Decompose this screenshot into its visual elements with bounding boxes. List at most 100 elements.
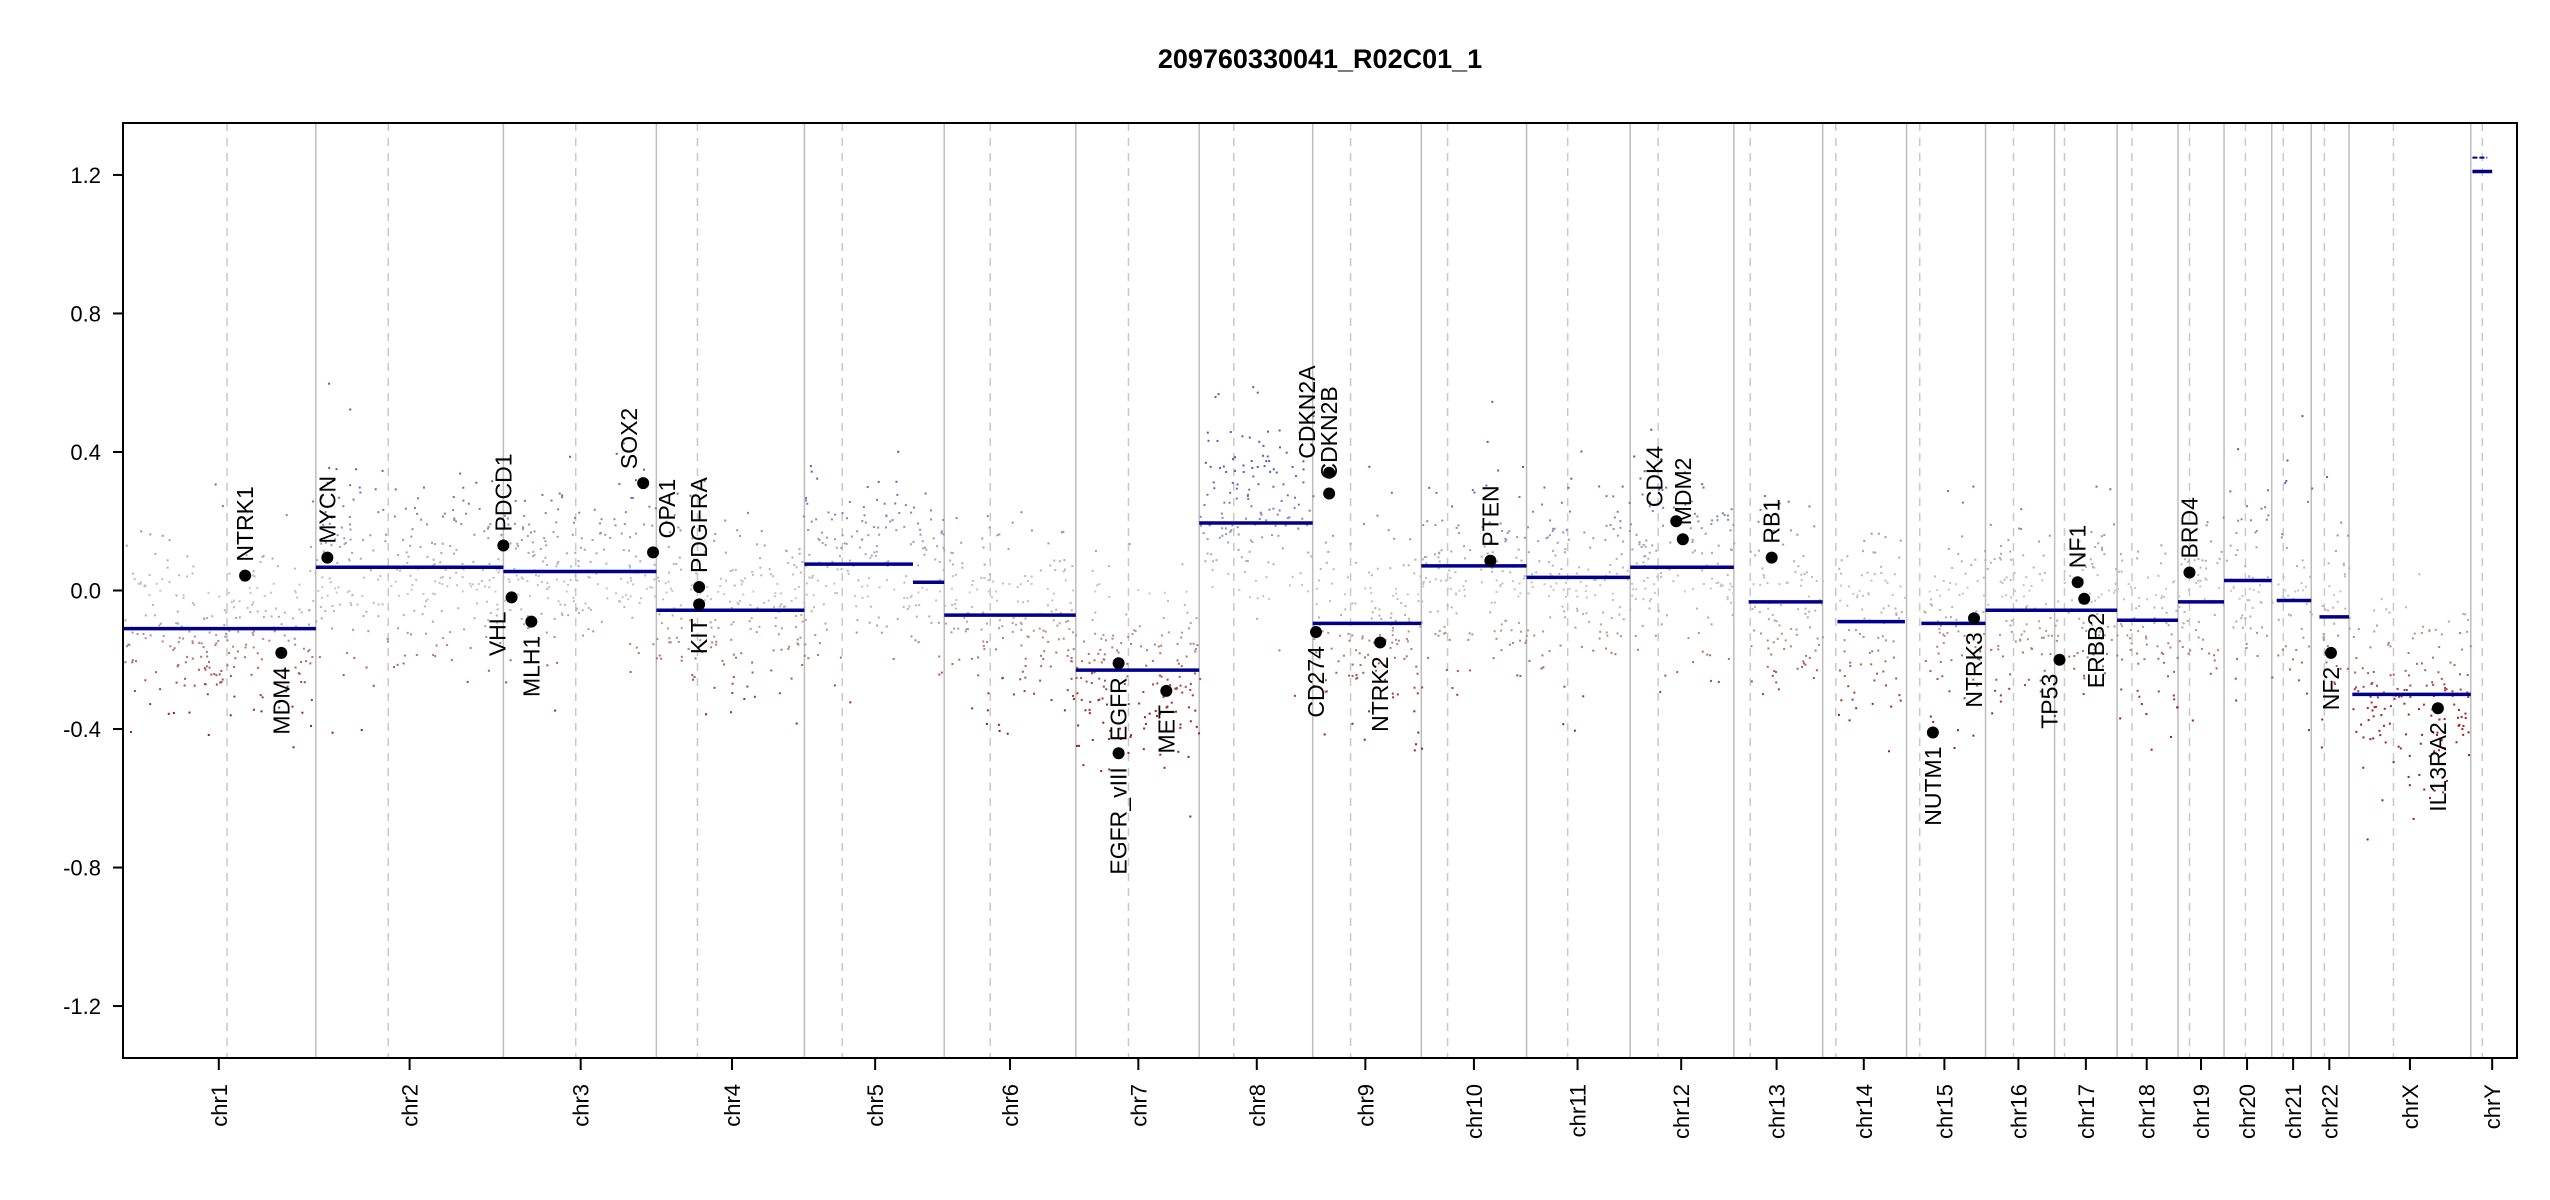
probe-point	[2097, 542, 2100, 545]
probe-point	[1651, 510, 1654, 513]
probe-point	[752, 573, 755, 576]
probe-point	[1635, 562, 1638, 565]
probe-point	[1185, 655, 1188, 658]
probe-point	[1726, 514, 1729, 517]
probe-point	[1820, 603, 1823, 606]
probe-point	[668, 637, 671, 640]
probe-point	[215, 633, 218, 636]
probe-point	[722, 663, 725, 666]
probe-point	[1180, 665, 1183, 668]
probe-points	[124, 382, 2472, 841]
probe-point	[526, 627, 529, 630]
probe-point	[1763, 576, 1766, 579]
probe-point	[629, 670, 632, 673]
probe-point	[256, 610, 259, 613]
probe-point	[1995, 678, 1998, 681]
probe-point	[2346, 667, 2349, 670]
probe-point	[1434, 633, 1437, 636]
probe-point	[1330, 647, 1333, 650]
probe-point	[1641, 624, 1644, 627]
probe-point	[191, 601, 194, 604]
probe-point	[1270, 534, 1273, 537]
probe-point	[637, 652, 640, 655]
probe-point	[1203, 504, 1206, 507]
probe-point	[916, 522, 919, 525]
probe-point	[1043, 650, 1046, 653]
probe-point	[981, 537, 984, 540]
probe-point	[1705, 564, 1708, 567]
probe-point	[2099, 630, 2102, 633]
probe-point	[1511, 642, 1514, 645]
probe-point	[509, 609, 512, 612]
probe-point	[2256, 654, 2259, 657]
probe-point	[1191, 694, 1194, 697]
probe-point	[1057, 638, 1060, 641]
probe-point	[701, 651, 704, 654]
probe-point	[206, 617, 209, 620]
probe-point	[576, 579, 579, 582]
probe-point	[2165, 621, 2168, 624]
probe-point	[1813, 525, 1816, 528]
probe-point	[1071, 565, 1074, 568]
probe-point	[680, 627, 683, 630]
probe-point	[520, 576, 523, 579]
probe-point	[1396, 597, 1399, 600]
probe-point	[348, 559, 351, 562]
probe-point	[296, 596, 299, 599]
probe-point	[653, 563, 656, 566]
probe-point	[1696, 515, 1699, 518]
probe-point	[488, 586, 491, 589]
probe-point	[751, 661, 754, 664]
gene-label: TP53	[2037, 674, 2063, 729]
probe-point	[1429, 610, 1432, 613]
probe-point	[690, 620, 693, 623]
probe-point	[1176, 642, 1179, 645]
probe-point	[1621, 485, 1624, 488]
probe-point	[1598, 485, 1601, 488]
probe-point	[2120, 570, 2123, 573]
probe-point	[1548, 650, 1551, 653]
probe-point	[553, 635, 556, 638]
probe-point	[2335, 665, 2338, 668]
probe-point	[1804, 663, 1807, 666]
probe-point	[1564, 595, 1567, 598]
probe-point	[807, 529, 810, 532]
probe-point	[1064, 579, 1067, 582]
probe-point	[1811, 576, 1814, 579]
probe-point	[1417, 593, 1420, 596]
probe-point	[589, 560, 592, 563]
probe-point	[987, 579, 990, 582]
probe-point	[1766, 582, 1769, 585]
probe-point	[1179, 723, 1182, 726]
probe-point	[406, 561, 409, 564]
probe-point	[1880, 611, 1883, 614]
probe-point	[151, 603, 154, 606]
probe-point	[906, 597, 909, 600]
probe-point	[1936, 678, 1939, 681]
probe-point	[2311, 487, 2314, 490]
probe-point	[569, 578, 572, 581]
probe-point	[951, 563, 954, 566]
probe-point	[2443, 718, 2446, 721]
probe-point	[154, 671, 157, 674]
probe-point	[836, 591, 839, 594]
probe-point	[1050, 610, 1053, 613]
gene-point	[1765, 551, 1778, 564]
probe-point	[1263, 465, 1266, 468]
probe-point	[857, 579, 860, 582]
probe-point	[1259, 511, 1262, 514]
probe-point	[1456, 693, 1459, 696]
probe-point	[758, 625, 761, 628]
probe-point	[1284, 524, 1287, 527]
probe-point	[581, 609, 584, 612]
probe-point	[2323, 651, 2326, 654]
probe-point	[665, 591, 668, 594]
probe-point	[1769, 529, 1772, 532]
probe-point	[1709, 587, 1712, 590]
probe-point	[444, 568, 447, 571]
probe-point	[1383, 664, 1386, 667]
probe-point	[2321, 604, 2324, 607]
probe-point	[346, 651, 349, 654]
probe-point	[2106, 625, 2109, 628]
probe-point	[1192, 642, 1195, 645]
